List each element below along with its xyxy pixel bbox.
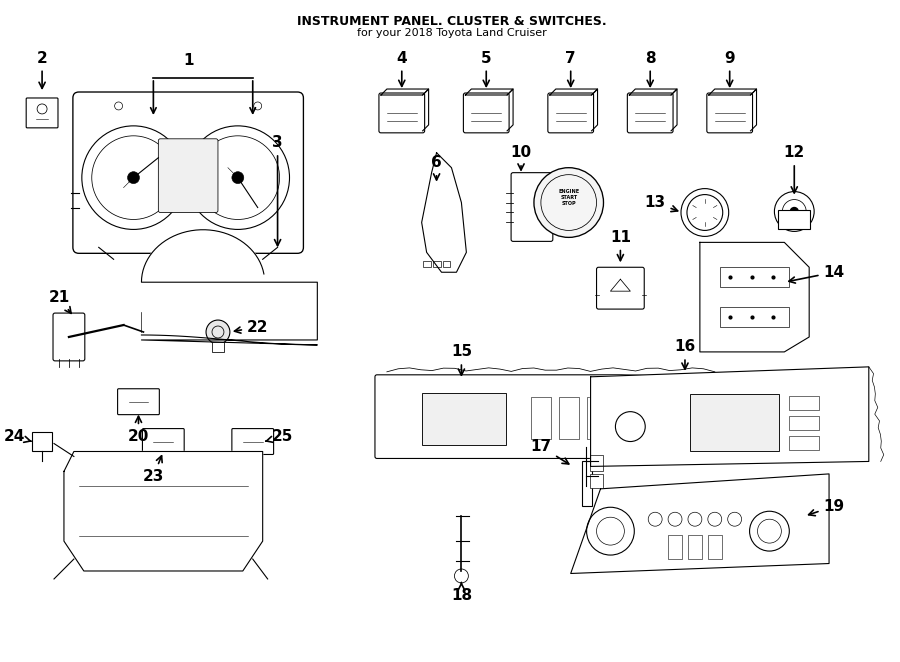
Bar (531, 397, 551, 438)
FancyBboxPatch shape (548, 93, 594, 133)
Text: 11: 11 (610, 230, 631, 261)
FancyBboxPatch shape (597, 267, 644, 309)
Text: 4: 4 (397, 51, 407, 86)
Text: 25: 25 (266, 429, 293, 444)
Bar (789, 396, 819, 410)
Bar (433, 261, 440, 267)
FancyBboxPatch shape (511, 173, 553, 242)
Circle shape (790, 207, 798, 216)
Text: 8: 8 (645, 51, 655, 86)
FancyBboxPatch shape (627, 93, 673, 133)
Text: 24: 24 (4, 429, 31, 444)
Text: 20: 20 (128, 416, 149, 444)
Bar (720, 307, 789, 327)
Bar (615, 397, 634, 438)
Text: 16: 16 (674, 340, 696, 369)
Polygon shape (590, 367, 868, 467)
Circle shape (128, 171, 140, 183)
Bar (688, 535, 702, 559)
Bar (778, 209, 810, 230)
Bar (559, 397, 579, 438)
Text: ENGINE
START
STOP: ENGINE START STOP (558, 189, 580, 206)
FancyBboxPatch shape (73, 92, 303, 254)
Text: 22: 22 (235, 320, 268, 334)
Bar (422, 393, 506, 444)
Text: 9: 9 (724, 51, 735, 86)
Bar (707, 535, 722, 559)
Circle shape (232, 171, 244, 183)
FancyBboxPatch shape (464, 93, 509, 133)
FancyBboxPatch shape (26, 98, 58, 128)
Text: 14: 14 (789, 265, 844, 283)
FancyBboxPatch shape (158, 139, 218, 213)
Text: 7: 7 (565, 51, 576, 86)
Bar (443, 261, 451, 267)
FancyBboxPatch shape (379, 93, 425, 133)
Polygon shape (571, 474, 829, 573)
FancyBboxPatch shape (375, 375, 726, 459)
Text: 23: 23 (143, 456, 164, 484)
Text: 17: 17 (530, 439, 569, 464)
Bar (660, 399, 674, 436)
Bar (590, 475, 604, 489)
Circle shape (534, 167, 604, 238)
Text: 18: 18 (451, 583, 472, 603)
Text: 13: 13 (644, 195, 678, 212)
Text: 12: 12 (784, 145, 805, 193)
Text: INSTRUMENT PANEL. CLUSTER & SWITCHES.: INSTRUMENT PANEL. CLUSTER & SWITCHES. (297, 15, 607, 28)
Bar (696, 399, 710, 436)
FancyBboxPatch shape (706, 93, 752, 133)
Text: 19: 19 (808, 498, 844, 516)
Polygon shape (422, 153, 466, 272)
Polygon shape (700, 242, 809, 352)
Bar (720, 267, 789, 287)
Bar (581, 461, 591, 506)
Text: 1: 1 (183, 53, 194, 68)
FancyBboxPatch shape (53, 313, 85, 361)
Text: 21: 21 (49, 290, 71, 313)
Bar (590, 455, 604, 471)
Text: 10: 10 (510, 145, 532, 170)
Polygon shape (141, 230, 318, 345)
Text: 15: 15 (451, 344, 472, 375)
Bar (587, 397, 607, 438)
Circle shape (206, 320, 230, 344)
Bar (690, 394, 779, 451)
Text: for your 2018 Toyota Land Cruiser: for your 2018 Toyota Land Cruiser (356, 28, 546, 38)
Polygon shape (64, 451, 263, 571)
Bar (32, 432, 52, 451)
Bar (212, 342, 224, 352)
FancyBboxPatch shape (232, 428, 274, 455)
Text: 3: 3 (273, 135, 283, 246)
FancyBboxPatch shape (142, 428, 184, 455)
Bar (678, 399, 692, 436)
Bar (789, 436, 819, 449)
Text: 5: 5 (481, 51, 491, 86)
Bar (789, 416, 819, 430)
Text: 6: 6 (431, 155, 442, 180)
Bar (423, 261, 430, 267)
Text: 2: 2 (37, 51, 48, 88)
Bar (668, 535, 682, 559)
FancyBboxPatch shape (118, 389, 159, 414)
